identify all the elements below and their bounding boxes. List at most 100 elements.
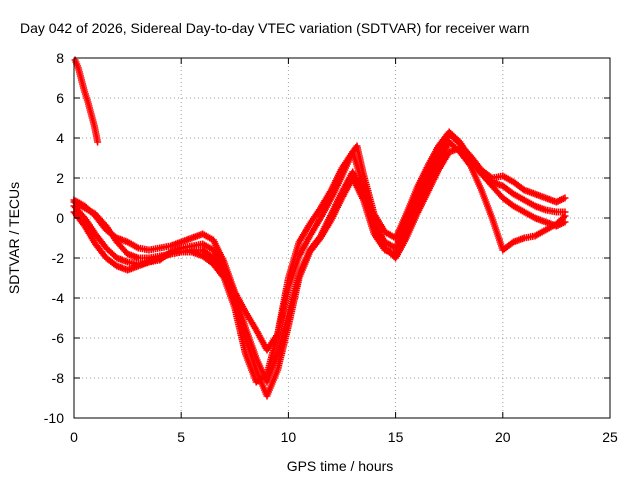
data-point (317, 218, 334, 242)
data-point (413, 180, 431, 208)
data-point (499, 239, 516, 254)
data-point (81, 202, 98, 219)
data-point (124, 238, 140, 251)
data-point (317, 188, 334, 212)
data-point (306, 236, 323, 256)
data-point (477, 186, 495, 220)
x-tick-label: 25 (602, 429, 618, 445)
data-point (499, 182, 516, 197)
data-point (102, 254, 119, 269)
data-point (520, 196, 537, 209)
series-track-5 (70, 138, 569, 400)
data-point (467, 162, 484, 192)
data-point (220, 270, 238, 302)
data-point (477, 170, 495, 188)
data-point (199, 252, 216, 267)
axis-tick-labels: 0 5 10 15 20 25 -10 -8 -6 -4 -2 0 2 4 6 8 (44, 50, 618, 445)
data-point (413, 190, 431, 218)
data-point (488, 182, 505, 200)
data-point (561, 194, 569, 202)
data-point (81, 214, 98, 236)
y-tick-label: 4 (56, 130, 64, 146)
data-point (424, 150, 442, 178)
data-point (456, 140, 473, 158)
data-point (510, 190, 526, 203)
x-tick-label: 20 (495, 429, 511, 445)
series-track-2 (70, 128, 569, 386)
data-points (70, 56, 569, 400)
data-point (542, 221, 559, 234)
y-tick-label: -6 (52, 330, 65, 346)
data-point (306, 216, 323, 240)
data-point (252, 326, 270, 352)
data-point (91, 230, 109, 250)
data-point (295, 234, 313, 260)
data-point (445, 138, 462, 155)
plot-frame (73, 57, 611, 419)
y-tick-label: 6 (56, 90, 64, 106)
data-point (435, 140, 452, 166)
data-point (467, 156, 484, 176)
x-tick-label: 0 (70, 429, 78, 445)
data-point (435, 132, 452, 156)
data-point (510, 202, 526, 215)
y-axis-title: SDTVAR / TECUs (6, 182, 22, 294)
data-point (445, 130, 462, 147)
data-point (349, 148, 367, 188)
data-point (231, 296, 249, 340)
data-point (520, 208, 537, 221)
data-point (424, 168, 442, 196)
data-point (78, 76, 88, 94)
x-tick-label: 10 (281, 429, 297, 445)
data-point (370, 230, 388, 252)
data-point (90, 122, 101, 144)
data-point (488, 214, 506, 252)
data-point (424, 160, 441, 186)
y-tick-label: 8 (56, 50, 64, 66)
data-point (499, 172, 516, 185)
data-point (327, 174, 345, 202)
y-tick-label: -8 (52, 370, 65, 386)
y-tick-label: -10 (44, 410, 64, 426)
data-point (456, 144, 473, 162)
data-point (199, 246, 216, 261)
data-point (317, 196, 334, 222)
y-tick-label: 0 (56, 210, 64, 226)
data-point (349, 174, 366, 202)
data-point (274, 286, 292, 338)
data-point (552, 213, 567, 228)
data-point (199, 240, 216, 253)
data-point (209, 236, 227, 264)
data-point (102, 244, 119, 261)
data-point (242, 334, 260, 372)
y-tick-label: 2 (56, 170, 64, 186)
data-point (467, 152, 484, 172)
data-point (402, 212, 420, 242)
data-point (94, 138, 102, 146)
data-point (510, 178, 527, 193)
data-point (263, 368, 281, 400)
data-point (263, 352, 281, 386)
data-point (87, 110, 98, 128)
data-point (338, 176, 356, 202)
data-point (456, 148, 473, 168)
data-point (284, 254, 302, 292)
data-point (295, 250, 313, 282)
data-point (91, 212, 109, 232)
data-point (295, 222, 313, 246)
data-point (531, 227, 548, 240)
data-point (477, 166, 494, 181)
chart-title: Day 042 of 2026, Sidereal Day-to-day VTE… (20, 20, 529, 36)
data-point (91, 240, 109, 260)
data-point (242, 308, 259, 332)
x-tick-label: 5 (177, 429, 185, 445)
data-point (561, 212, 569, 220)
data-point (263, 332, 280, 354)
data-point (359, 196, 377, 236)
data-point (102, 226, 119, 241)
data-point (499, 194, 516, 209)
data-point (381, 228, 398, 241)
data-point (209, 254, 227, 276)
data-point (284, 276, 303, 330)
